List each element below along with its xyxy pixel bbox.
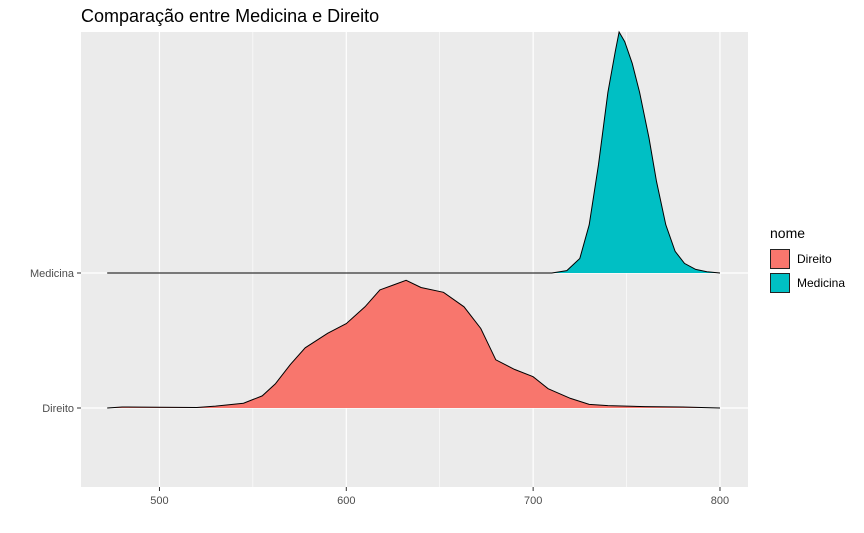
density-line-medicina: [107, 30, 721, 274]
legend-title: nome: [770, 225, 806, 241]
density-area-medicina: [107, 32, 720, 273]
legend-item-direito: Direito: [770, 247, 845, 271]
density-area-direito: [107, 280, 720, 408]
legend-label-medicina: Medicina: [797, 276, 846, 290]
legend-item-medicina: Medicina: [770, 271, 845, 295]
legend-key-medicina: [770, 273, 790, 293]
legend-key-direito: [770, 249, 790, 269]
legend: nome Direito Medicina: [770, 225, 845, 295]
y-tick-label: Medicina: [30, 268, 75, 280]
x-tick-label: 800: [711, 495, 729, 507]
chart-title: Comparação entre Medicina e Direito: [81, 6, 380, 26]
x-tick-label: 600: [337, 495, 355, 507]
x-tick-label: 500: [150, 495, 168, 507]
y-tick-label: Direito: [42, 403, 74, 415]
legend-label-direito: Direito: [797, 252, 832, 266]
x-tick-label: 700: [524, 495, 542, 507]
density-line-direito: [107, 279, 721, 409]
